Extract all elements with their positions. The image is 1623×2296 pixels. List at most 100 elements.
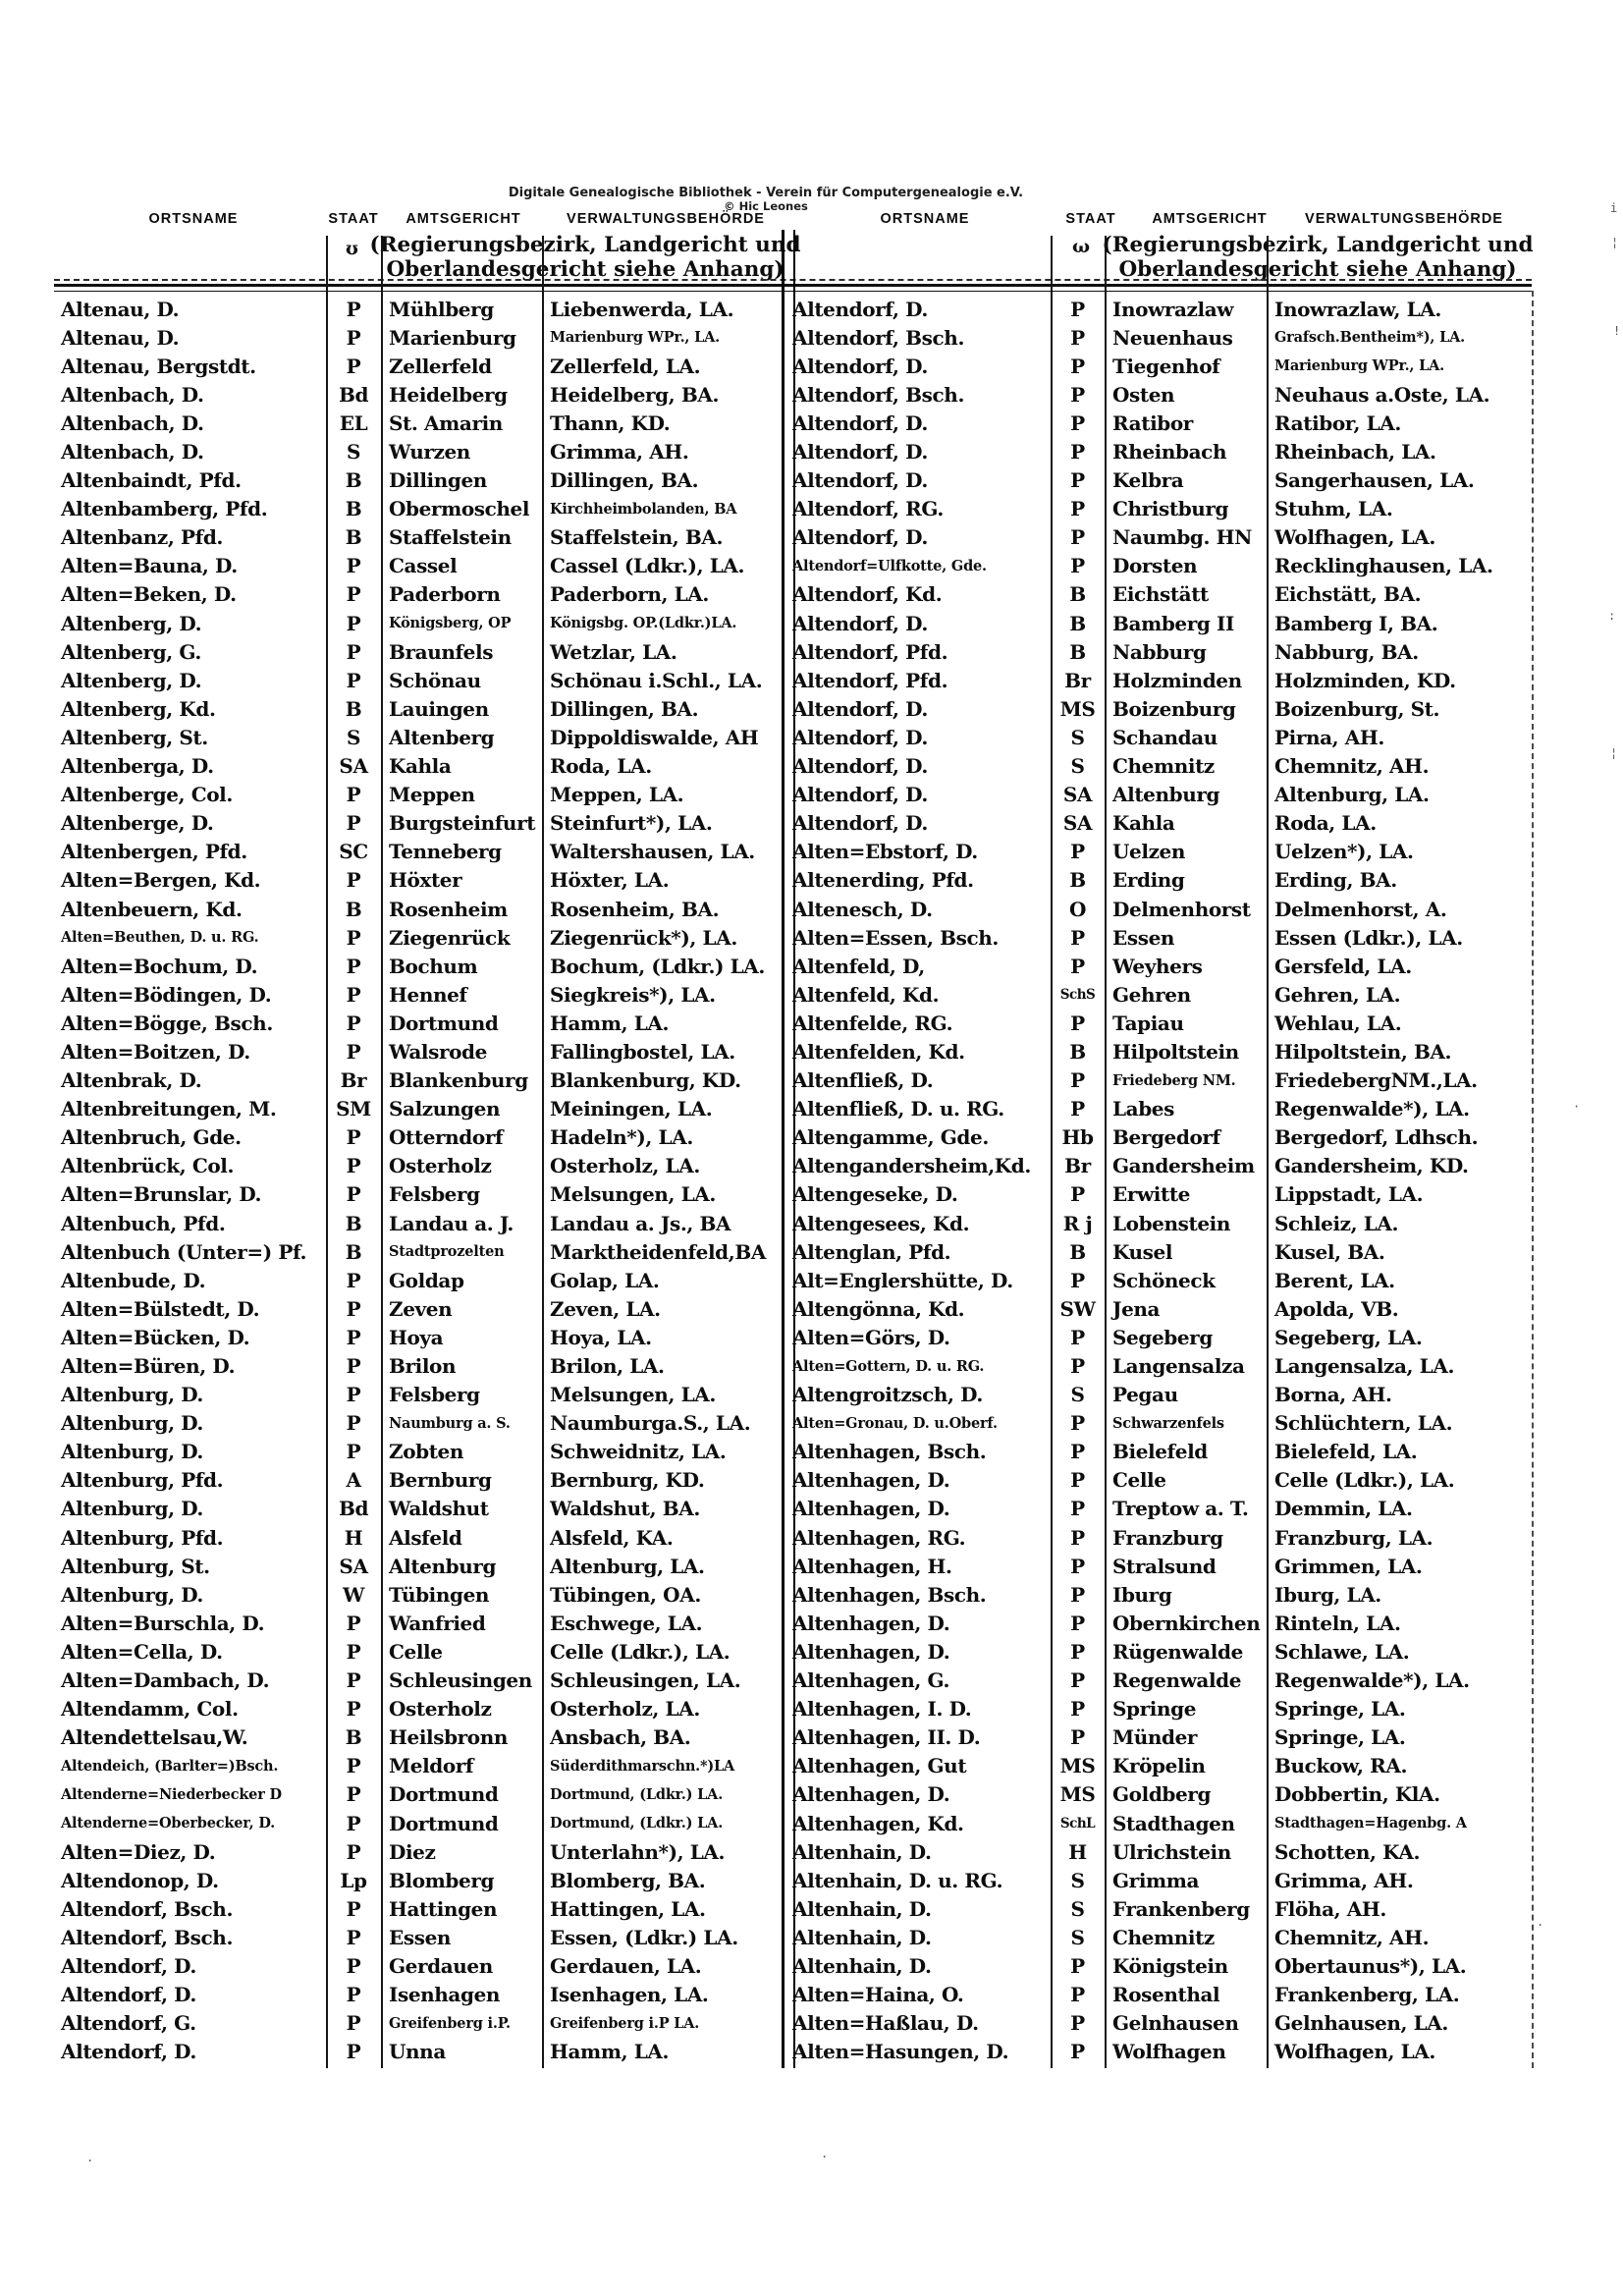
verwaltungsbehoerde-cell: Kirchheimbolanden, BA [550, 500, 737, 518]
staat-cell: B [345, 1239, 362, 1264]
ortsname-cell: Altendorf, D. [792, 468, 928, 493]
amtsgericht-cell: Zellerfeld [389, 354, 492, 378]
verwaltungsbehoerde-cell: Süderdithmarschn.*)LA [550, 1757, 735, 1775]
verwaltungsbehoerde-cell: Roda, LA. [550, 754, 652, 779]
staat-cell: P [1070, 410, 1085, 435]
staat-cell: H [344, 1525, 363, 1550]
ortsname-cell: Altendorf, D. [61, 1953, 196, 1978]
staat-cell: SW [1059, 1296, 1096, 1321]
ortsname-cell: Altenberge, Col. [61, 783, 233, 807]
scan-artifact: · [1573, 1100, 1581, 1114]
verwaltungsbehoerde-cell: Melsungen, LA. [550, 1182, 716, 1207]
amtsgericht-cell: Bernburg [389, 1468, 492, 1493]
amtsgericht-cell: Naumbg. HN [1112, 525, 1253, 550]
ortsname-cell: Altendorf, D. [792, 696, 928, 721]
staat-cell: S [346, 440, 361, 465]
verwaltungsbehoerde-cell: Langensalza, LA. [1274, 1354, 1455, 1379]
ortsname-cell: Altendorf, Pfd. [792, 639, 948, 664]
staat-cell: P [346, 1754, 361, 1778]
header-rule-dashed [54, 279, 1532, 281]
amtsgericht-cell: Wurzen [389, 440, 470, 465]
verwaltungsbehoerde-cell: Franzburg, LA. [1274, 1525, 1434, 1550]
ortsname-cell: Altendorf, D. [792, 440, 928, 465]
ortsname-cell: Altenbrak, D. [61, 1068, 202, 1093]
verwaltungsbehoerde-cell: Wehlau, LA. [1274, 1011, 1402, 1035]
staat-cell: S [1070, 754, 1085, 779]
ortsname-cell: Altendorf, D. [792, 725, 928, 749]
ortsname-cell: Altenburg, St. [61, 1554, 210, 1578]
ortsname-cell: Altenau, D. [61, 297, 180, 321]
staat-cell: P [1070, 325, 1085, 350]
ortsname-cell: Altenbach, D. [61, 410, 204, 435]
verwaltungsbehoerde-cell: Delmenhorst, A. [1274, 897, 1447, 921]
amtsgericht-cell: Altenburg [1112, 783, 1220, 807]
left-subheader-line2: Oberlandesgericht siehe Anhang) [386, 257, 784, 282]
ortsname-cell: Altendorf, Pfd. [792, 668, 948, 692]
scan-artifact: ¦ [1610, 746, 1618, 760]
amtsgericht-cell: Greifenberg i.P. [389, 2014, 511, 2032]
staat-cell: P [1070, 1697, 1085, 1722]
staat-cell: P [346, 1268, 361, 1292]
verwaltungsbehoerde-cell: Grimma, AH. [1274, 1868, 1414, 1892]
staat-cell: P [1070, 497, 1085, 521]
staat-cell: Bd [338, 1497, 369, 1521]
left-header-ortsname: ORTSNAME [148, 211, 239, 227]
right-header-amtsgericht: AMTSGERICHT [1152, 211, 1268, 227]
staat-cell: MS [1059, 1782, 1096, 1807]
staat-cell: R j [1062, 1211, 1093, 1235]
amtsgericht-cell: Nabburg [1112, 639, 1207, 664]
amtsgericht-cell: Pegau [1112, 1383, 1178, 1407]
staat-cell: SA [339, 754, 368, 779]
ortsname-cell: Altenberg, St. [61, 725, 208, 749]
ortsname-cell: Alten=Bödingen, D. [61, 982, 272, 1007]
verwaltungsbehoerde-cell: Bamberg I, BA. [1274, 611, 1438, 635]
amtsgericht-cell: Blankenburg [389, 1068, 528, 1093]
staat-cell: S [1070, 1925, 1085, 1949]
left-table: Altenau, D. P Mühlberg Liebenwerda, LA. Alte… [59, 295, 785, 2066]
ortsname-cell: Altenau, D. [61, 325, 180, 350]
ortsname-cell: Alten=Haßlau, D. [792, 2011, 979, 2036]
amtsgericht-cell: Christburg [1112, 497, 1229, 521]
amtsgericht-cell: Celle [389, 1639, 443, 1664]
staat-cell: P [346, 1782, 361, 1807]
amtsgericht-cell: Osten [1112, 382, 1175, 407]
right-edge-rule [1532, 291, 1534, 2068]
amtsgericht-cell: Kröpelin [1112, 1754, 1206, 1778]
amtsgericht-cell: Stadtprozelten [389, 1243, 505, 1261]
staat-cell: P [346, 1125, 361, 1150]
verwaltungsbehoerde-cell: Melsungen, LA. [550, 1383, 716, 1407]
verwaltungsbehoerde-cell: Grafsch.Bentheim*), LA. [1274, 329, 1466, 347]
staat-cell: P [1070, 1182, 1085, 1207]
staat-cell: B [1069, 611, 1086, 635]
ortsname-cell: Altendettelsau,W. [61, 1725, 248, 1750]
verwaltungsbehoerde-cell: Pirna, AH. [1274, 725, 1384, 749]
staat-cell: B [345, 897, 362, 921]
ortsname-cell: Altenbruch, Gde. [61, 1125, 242, 1150]
left-subheader: (Regierungsbezirk, Landgericht und Oberl… [370, 233, 801, 282]
ortsname-cell: Altenbeuern, Kd. [61, 897, 243, 921]
verwaltungsbehoerde-cell: Schlüchtern, LA. [1274, 1411, 1453, 1436]
verwaltungsbehoerde-cell: Gandersheim, KD. [1274, 1154, 1469, 1178]
ortsname-cell: Altenbuch, Pfd. [61, 1211, 226, 1235]
ortsname-cell: Altenhagen, I. D. [792, 1697, 972, 1722]
verwaltungsbehoerde-cell: Brilon, LA. [550, 1354, 665, 1379]
amtsgericht-cell: Erding [1112, 868, 1185, 893]
watermark-line1: Digitale Genealogische Bibliothek - Vere… [508, 186, 1024, 200]
right-table: Altendorf, D. P Inowrazlaw Inowrazlaw, LA. A… [790, 295, 1532, 2066]
ortsname-cell: Altenhain, D. [792, 1925, 932, 1949]
verwaltungsbehoerde-cell: Ansbach, BA. [550, 1725, 691, 1750]
ortsname-cell: Alten=Diez, D. [61, 1839, 216, 1864]
amtsgericht-cell: Neuenhaus [1112, 325, 1233, 350]
ortsname-cell: Altenberg, G. [61, 639, 201, 664]
staat-cell: P [346, 1839, 361, 1864]
amtsgericht-cell: Osterholz [389, 1154, 492, 1178]
amtsgericht-cell: Ulrichstein [1112, 1839, 1231, 1864]
ortsname-cell: Altendorf, D. [792, 783, 928, 807]
verwaltungsbehoerde-cell: Berent, LA. [1274, 1268, 1395, 1292]
ortsname-cell: Altenbude, D. [61, 1268, 206, 1292]
ortsname-cell: Alten=Haina, O. [792, 1983, 964, 2007]
verwaltungsbehoerde-cell: Lippstadt, LA. [1274, 1182, 1424, 1207]
ortsname-cell: Alten=Bergen, Kd. [61, 868, 261, 893]
ortsname-cell: Altenburg, D. [61, 1411, 203, 1436]
amtsgericht-cell: Alsfeld [389, 1525, 462, 1550]
